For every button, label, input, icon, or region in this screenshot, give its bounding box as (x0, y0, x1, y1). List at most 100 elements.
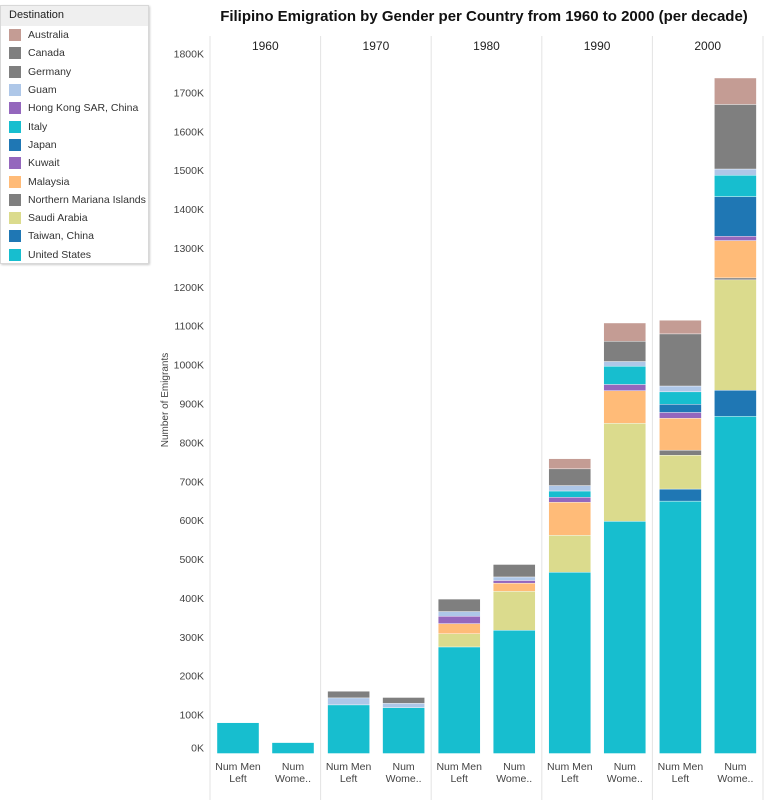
y-tick-label: 1500K (174, 165, 204, 177)
bar-segment (603, 521, 646, 754)
x-tick-label: Wome.. (275, 773, 311, 785)
bar-segment (714, 390, 757, 417)
x-tick-label: Left (672, 773, 690, 785)
legend-item[interactable]: Northern Mariana Islands (1, 191, 148, 209)
bar-segment (603, 390, 646, 424)
y-tick-label: 300K (179, 632, 204, 644)
bar-segment (714, 240, 757, 279)
bar-segment (382, 703, 425, 708)
legend-swatch (9, 84, 21, 97)
bar-segment (659, 333, 702, 387)
bar-segment (603, 341, 646, 362)
legend-label: Germany (28, 65, 72, 78)
y-tick-label: 500K (179, 554, 204, 566)
bar-segment (438, 623, 481, 634)
legend-item[interactable]: Kuwait (1, 154, 148, 172)
bar-segment (438, 633, 481, 648)
bar-segment (493, 582, 536, 592)
x-tick-label: Left (561, 773, 579, 785)
y-tick-label: 1100K (174, 321, 204, 333)
bar-segment (603, 361, 646, 367)
bar-segment (493, 576, 536, 581)
bar-segment (659, 488, 702, 502)
bar-segment (714, 416, 757, 754)
bar-segment (493, 630, 536, 754)
bar-segment (438, 646, 481, 754)
legend-item[interactable]: Japan (1, 136, 148, 154)
bar-segment (548, 535, 591, 573)
bar-segment (548, 485, 591, 492)
bar-segment (548, 502, 591, 536)
bar-segment (493, 580, 536, 584)
bar-segment (548, 458, 591, 470)
y-tick-label: 1300K (174, 243, 204, 255)
legend-swatch (9, 102, 21, 115)
bar-segment (438, 598, 481, 612)
bar-segment (659, 500, 702, 754)
legend-item[interactable]: Hong Kong SAR, China (1, 99, 148, 117)
legend-swatch (9, 212, 21, 225)
legend-item[interactable]: Germany (1, 63, 148, 81)
y-tick-label: 0K (191, 743, 204, 755)
bar-segment (714, 236, 757, 241)
bar-segment (659, 449, 702, 456)
panel-header: 2000 (694, 39, 721, 53)
x-tick-label: Num (393, 761, 415, 773)
bar-segment (438, 611, 481, 617)
y-tick-label: 800K (179, 437, 204, 449)
legend-label: Japan (28, 138, 57, 151)
legend-label: Saudi Arabia (28, 212, 88, 225)
panel-header: 1990 (584, 39, 611, 53)
legend-swatch (9, 248, 21, 261)
bar-segment (548, 490, 591, 498)
y-tick-label: 1800K (174, 49, 204, 61)
legend-item[interactable]: Taiwan, China (1, 227, 148, 245)
bar-segment (603, 365, 646, 385)
x-tick-label: Wome.. (386, 773, 422, 785)
y-tick-label: 1000K (174, 360, 204, 372)
panel-header: 1970 (363, 39, 390, 53)
bar-segment (659, 412, 702, 419)
legend-item[interactable]: Italy (1, 117, 148, 135)
y-tick-label: 1400K (174, 204, 204, 216)
x-tick-label: Num (724, 761, 746, 773)
bar-segment (714, 77, 757, 105)
x-tick-label: Wome.. (717, 773, 753, 785)
legend-label: Australia (28, 29, 69, 42)
legend-item[interactable]: Malaysia (1, 172, 148, 190)
legend-label: Guam (28, 84, 57, 97)
x-tick-label: Num (614, 761, 636, 773)
panel-header: 1980 (473, 39, 500, 53)
legend-label: Kuwait (28, 157, 60, 170)
bar-segment (327, 704, 370, 754)
bar-segment (659, 320, 702, 335)
bar-segment (382, 697, 425, 704)
x-tick-label: Num (282, 761, 304, 773)
legend-swatch (9, 29, 21, 42)
bar-segment (714, 279, 757, 391)
bar-segment (548, 497, 591, 503)
legend-swatch (9, 47, 21, 60)
x-tick-label: Wome.. (496, 773, 532, 785)
legend-item[interactable]: Saudi Arabia (1, 209, 148, 227)
bar-segment (603, 384, 646, 391)
x-tick-label: Left (450, 773, 468, 785)
legend-item[interactable]: United States (1, 246, 148, 264)
legend-item[interactable]: Canada (1, 44, 148, 62)
y-tick-label: 400K (179, 593, 204, 605)
legend-title: Destination (1, 6, 148, 26)
legend-swatch (9, 138, 21, 151)
x-tick-label: Left (229, 773, 247, 785)
legend-swatch (9, 230, 21, 243)
legend-item[interactable]: Australia (1, 26, 148, 44)
bar-segment (659, 391, 702, 405)
legend-label: Hong Kong SAR, China (28, 102, 139, 115)
bar-segment (382, 707, 425, 754)
bar-segment (603, 423, 646, 522)
y-tick-label: 900K (179, 399, 204, 411)
bar-segment (714, 104, 757, 170)
legend-item[interactable]: Guam (1, 81, 148, 99)
legend-label: Northern Mariana Islands (28, 193, 146, 206)
x-tick-label: Num Men (658, 761, 704, 773)
